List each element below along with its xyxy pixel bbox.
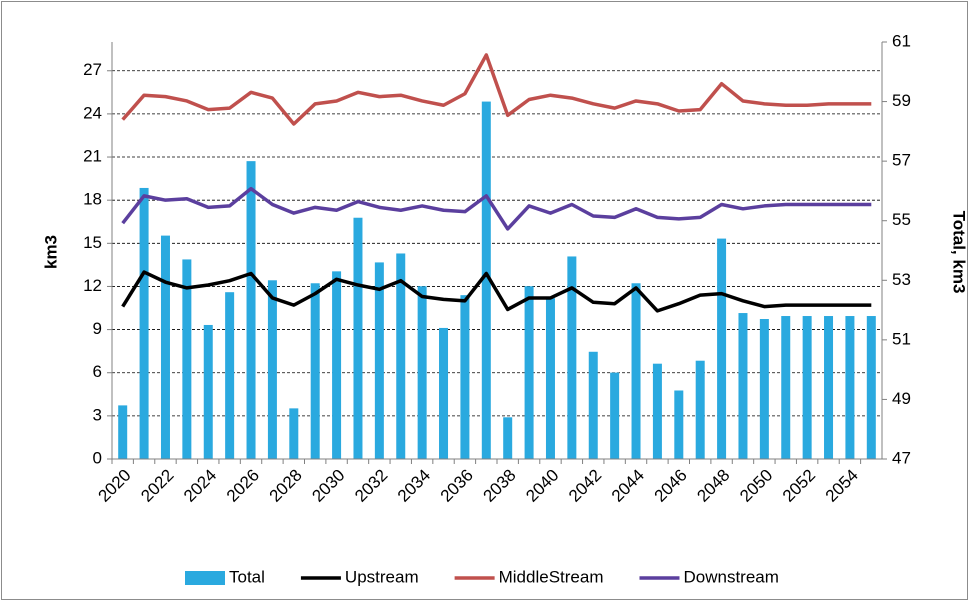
bar <box>610 372 620 459</box>
bar <box>246 161 256 459</box>
y-axis-label: km3 <box>41 235 60 269</box>
y-tick-label: 15 <box>83 233 102 252</box>
bar <box>545 298 555 459</box>
y2-tick-label: 51 <box>892 329 911 348</box>
y2-tick-label: 55 <box>892 210 911 229</box>
bar <box>182 259 192 459</box>
bar <box>652 363 662 459</box>
bar <box>631 283 641 459</box>
bar <box>524 286 534 459</box>
y-tick-label: 18 <box>83 190 102 209</box>
bar <box>203 324 213 459</box>
y-tick-label: 3 <box>93 405 102 424</box>
bar <box>439 327 449 459</box>
bar <box>738 313 748 459</box>
bar <box>781 316 791 459</box>
line-series <box>121 186 872 231</box>
bar <box>481 101 491 460</box>
bar <box>417 286 427 459</box>
legend-swatch <box>185 571 225 585</box>
bar <box>374 262 384 459</box>
bar <box>802 316 812 459</box>
bar <box>353 217 363 459</box>
bar <box>503 417 513 459</box>
bar <box>118 405 128 459</box>
bar <box>759 319 769 459</box>
bar <box>866 316 876 459</box>
legend-label: Total <box>229 567 265 586</box>
legend-label: MiddleStream <box>499 567 604 586</box>
bar <box>225 292 235 459</box>
line-series <box>121 53 872 126</box>
y2-tick-label: 53 <box>892 270 911 289</box>
bar <box>695 360 705 459</box>
y2-tick-label: 61 <box>892 31 911 50</box>
y-tick-label: 21 <box>83 147 102 166</box>
y2-tick-label: 47 <box>892 448 911 467</box>
y-tick-label: 6 <box>93 362 102 381</box>
y-tick-label: 9 <box>93 319 102 338</box>
line-series <box>121 270 872 313</box>
y2-axis-label: Total, km3 <box>950 211 969 294</box>
bar <box>588 351 598 459</box>
legend-label: Downstream <box>683 567 778 586</box>
bar <box>567 256 577 459</box>
bar <box>674 390 684 459</box>
y-tick-label: 27 <box>83 60 102 79</box>
legend-label: Upstream <box>345 567 419 586</box>
y-tick-label: 0 <box>93 448 102 467</box>
y-tick-label: 12 <box>83 276 102 295</box>
bar <box>396 253 406 459</box>
y2-tick-label: 57 <box>892 151 911 170</box>
bar <box>289 408 299 459</box>
bar <box>310 283 320 459</box>
y-tick-label: 24 <box>83 103 102 122</box>
bar <box>332 271 342 459</box>
y2-tick-label: 49 <box>892 389 911 408</box>
bar <box>824 316 834 459</box>
y2-tick-label: 59 <box>892 91 911 110</box>
bar <box>160 235 170 459</box>
bar <box>139 187 149 459</box>
bar <box>845 316 855 459</box>
bar <box>267 280 277 459</box>
bar <box>460 295 470 459</box>
bar <box>717 238 727 459</box>
